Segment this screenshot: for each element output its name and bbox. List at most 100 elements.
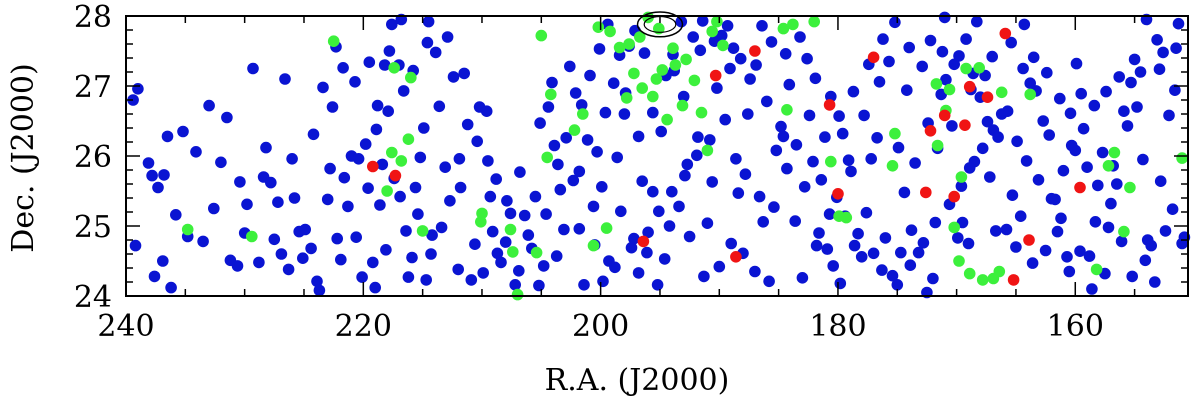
data-point	[677, 90, 690, 103]
data-point	[405, 71, 417, 84]
data-point	[687, 31, 699, 43]
data-point	[558, 223, 570, 236]
data-point	[422, 15, 435, 28]
data-point	[359, 138, 372, 150]
data-point	[458, 67, 471, 80]
data-point	[1118, 105, 1130, 117]
data-point	[383, 45, 396, 57]
data-point	[709, 69, 722, 82]
data-point	[1000, 223, 1013, 236]
data-point	[311, 275, 323, 288]
data-point	[777, 22, 790, 35]
data-point	[486, 225, 499, 238]
data-point	[596, 181, 608, 193]
data-point	[871, 132, 883, 144]
data-point	[789, 215, 801, 227]
data-point	[808, 15, 820, 28]
data-point	[984, 171, 996, 183]
data-point	[518, 209, 531, 222]
data-point	[581, 134, 594, 146]
data-point	[701, 144, 714, 157]
data-point	[234, 176, 246, 188]
data-point	[567, 174, 580, 187]
data-point	[545, 88, 557, 101]
data-point	[476, 207, 488, 220]
data-point	[917, 237, 930, 249]
data-point	[1131, 101, 1143, 113]
data-point	[253, 256, 265, 269]
data-point	[656, 64, 669, 76]
data-point	[272, 196, 284, 208]
data-point	[1057, 164, 1070, 177]
data-point	[1043, 129, 1055, 141]
data-point	[490, 173, 503, 185]
data-point	[1041, 66, 1053, 79]
data-point	[739, 168, 752, 180]
data-point	[873, 76, 886, 88]
circle-marker	[636, 11, 684, 38]
data-point	[327, 35, 340, 47]
data-point	[378, 59, 391, 71]
data-point	[584, 69, 596, 82]
data-point	[867, 51, 880, 64]
data-point	[611, 151, 623, 164]
data-point	[763, 275, 775, 288]
data-point	[848, 239, 861, 252]
data-point	[321, 193, 334, 206]
data-point	[903, 41, 915, 54]
data-point	[148, 270, 161, 283]
data-point	[717, 39, 729, 52]
data-point	[661, 113, 673, 126]
data-point	[840, 211, 853, 224]
data-point	[724, 62, 736, 75]
data-point	[444, 195, 456, 207]
data-point	[382, 105, 395, 117]
data-point	[637, 235, 650, 248]
data-point	[260, 141, 272, 154]
data-point	[577, 108, 589, 120]
data-point	[370, 123, 383, 136]
data-point	[889, 127, 901, 140]
data-point	[963, 267, 976, 280]
data-point	[883, 55, 895, 68]
data-point	[904, 259, 917, 272]
data-point	[1137, 153, 1149, 166]
data-point	[679, 169, 691, 182]
data-point	[132, 83, 144, 95]
data-point	[1134, 66, 1147, 78]
data-point	[587, 200, 600, 213]
data-point	[335, 253, 347, 266]
data-point	[777, 130, 790, 143]
data-point	[1032, 174, 1045, 186]
data-point	[706, 25, 718, 38]
data-point	[867, 247, 880, 260]
y-tick-label: 25	[74, 210, 112, 245]
data-point	[406, 251, 418, 264]
data-point	[946, 120, 958, 132]
data-point	[706, 176, 718, 188]
data-point	[376, 158, 389, 171]
data-point	[623, 38, 635, 50]
data-point	[282, 263, 295, 276]
data-point	[721, 20, 734, 32]
data-point	[484, 190, 497, 203]
data-point	[350, 231, 363, 243]
data-point	[891, 279, 904, 291]
data-point	[955, 171, 968, 183]
data-point	[161, 130, 174, 143]
data-point	[1154, 175, 1167, 187]
data-point	[1083, 250, 1096, 262]
data-point	[552, 158, 564, 171]
x-tick-label: 160	[1047, 309, 1104, 344]
data-point	[537, 260, 550, 272]
data-point	[535, 29, 548, 42]
data-point	[395, 155, 408, 167]
data-point	[1115, 235, 1128, 248]
data-point	[960, 62, 972, 75]
data-point	[441, 31, 454, 43]
data-point	[647, 106, 659, 119]
data-point	[127, 94, 139, 106]
data-point	[827, 260, 839, 272]
data-point	[1151, 34, 1163, 46]
data-point	[1054, 92, 1066, 105]
